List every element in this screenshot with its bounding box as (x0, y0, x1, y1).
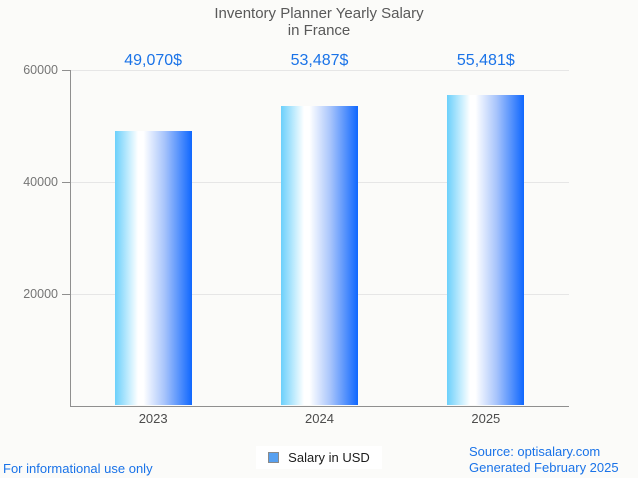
chart-title-line1: Inventory Planner Yearly Salary (214, 5, 424, 22)
bar-2024[interactable] (281, 106, 358, 406)
ytick-label-40000: 40000 (23, 174, 58, 189)
source-block: Source: optisalary.com Generated Februar… (469, 444, 619, 475)
ytick-label-60000: 60000 (23, 63, 58, 77)
source-text[interactable]: Source: optisalary.com (469, 444, 601, 459)
legend-swatch-icon (268, 452, 280, 463)
ytick-mark-20000 (62, 293, 70, 295)
ytick-mark-60000 (62, 70, 70, 71)
bar-2025[interactable] (447, 95, 525, 406)
ytick-mark-40000 (62, 181, 70, 183)
disclaimer-text: For informational use only (3, 461, 153, 476)
bar-2023[interactable] (114, 131, 192, 406)
y-axis-line (70, 70, 71, 406)
value-label-2023: 49,070$ (124, 52, 183, 69)
x-axis-baseline (70, 405, 569, 407)
gridline-60000 (70, 70, 569, 71)
generated-text: Generated February 2025 (469, 459, 619, 475)
ytick-label-20000: 20000 (23, 286, 58, 301)
value-label-2024: 53,487$ (290, 52, 349, 69)
chart-title: Inventory Planner Yearly Salary in Franc… (0, 5, 638, 39)
xtick-label-2025: 2025 (471, 411, 501, 426)
legend: Salary in USD (0, 446, 638, 469)
legend-item-salary[interactable]: Salary in USD (256, 446, 382, 469)
xtick-label-2023: 2023 (138, 411, 168, 426)
legend-label: Salary in USD (288, 450, 370, 465)
chart-title-line2: in France (287, 22, 351, 39)
xtick-label-2024: 2024 (305, 411, 334, 426)
value-label-2025: 55,481$ (456, 52, 515, 69)
